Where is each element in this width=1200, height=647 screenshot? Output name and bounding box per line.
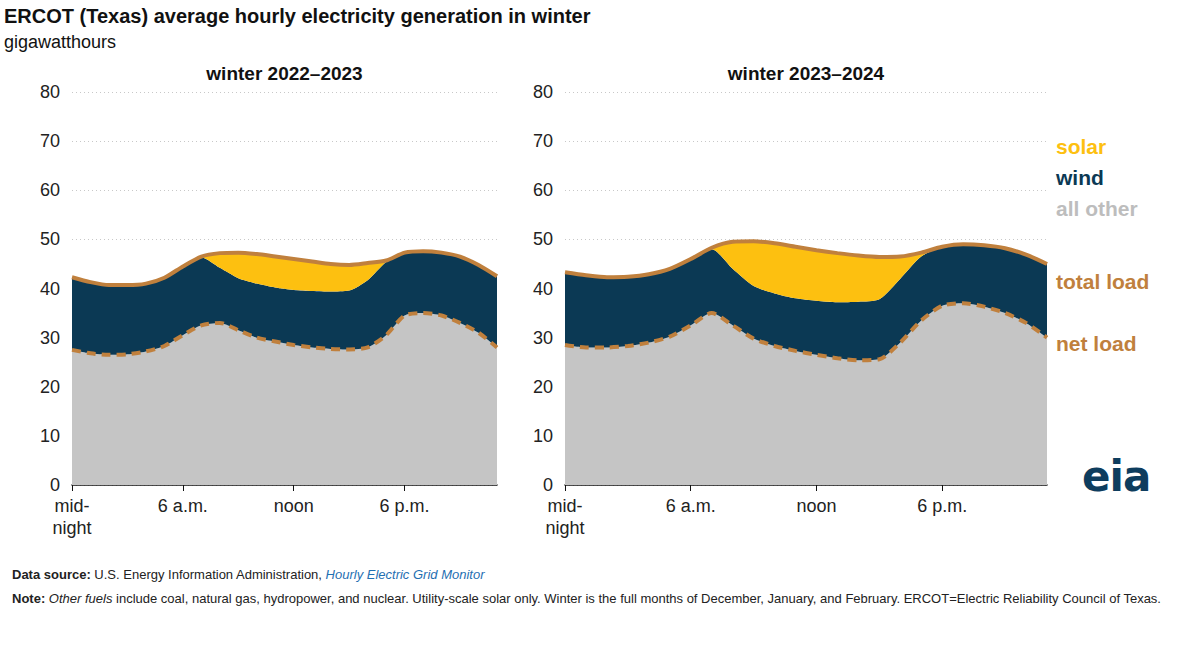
svg-text:60: 60: [40, 180, 60, 200]
svg-text:winter 2023–2024: winter 2023–2024: [727, 63, 885, 84]
svg-text:80: 80: [533, 82, 553, 102]
svg-text:all other: all other: [1056, 197, 1138, 220]
svg-text:20: 20: [533, 377, 553, 397]
svg-text:60: 60: [533, 180, 553, 200]
svg-text:total load: total load: [1056, 270, 1149, 293]
svg-text:70: 70: [40, 131, 60, 151]
svg-text:50: 50: [533, 229, 553, 249]
svg-text:6 p.m.: 6 p.m.: [380, 496, 430, 516]
svg-text:0: 0: [543, 475, 553, 495]
svg-text:noon: noon: [796, 496, 836, 516]
svg-text:6 p.m.: 6 p.m.: [917, 496, 967, 516]
svg-text:mid-: mid-: [548, 496, 583, 516]
svg-text:80: 80: [40, 82, 60, 102]
svg-text:30: 30: [40, 328, 60, 348]
svg-text:50: 50: [40, 229, 60, 249]
svg-text:10: 10: [533, 426, 553, 446]
svg-text:10: 10: [40, 426, 60, 446]
svg-text:6 a.m.: 6 a.m.: [666, 496, 716, 516]
svg-text:night: night: [52, 518, 91, 538]
html-text:eia: eia: [1082, 452, 1151, 501]
svg-text:0: 0: [50, 475, 60, 495]
svg-text:mid-: mid-: [55, 496, 90, 516]
svg-text:gigawatthours: gigawatthours: [4, 32, 116, 52]
svg-text:solar: solar: [1056, 135, 1106, 158]
svg-text:ERCOT (Texas) average hourly e: ERCOT (Texas) average hourly electricity…: [4, 5, 591, 27]
svg-text:20: 20: [40, 377, 60, 397]
svg-text:40: 40: [533, 279, 553, 299]
svg-text:winter 2022–2023: winter 2022–2023: [205, 63, 362, 84]
html-text:Data source: U.S. Energy Infor: Data source: U.S. Energy Information Adm…: [12, 567, 485, 582]
svg-text:40: 40: [40, 279, 60, 299]
svg-text:6 a.m.: 6 a.m.: [158, 496, 208, 516]
svg-text:noon: noon: [274, 496, 314, 516]
svg-text:net load: net load: [1056, 332, 1137, 355]
svg-text:wind: wind: [1055, 166, 1104, 189]
svg-text:70: 70: [533, 131, 553, 151]
html-text:Note: Other fuels include coal: Note: Other fuels include coal, natural …: [12, 591, 1161, 606]
svg-text:30: 30: [533, 328, 553, 348]
svg-text:night: night: [545, 518, 584, 538]
